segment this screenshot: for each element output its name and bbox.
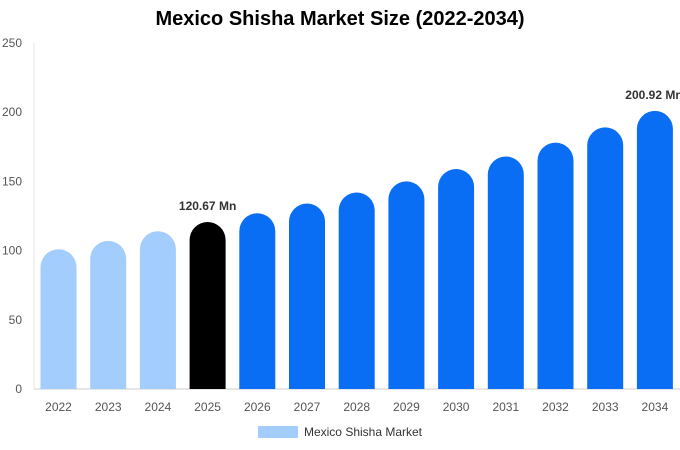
data-labels-group: 120.67 Mn 200.92 Mr [179,88,680,213]
x-tick-label: 2025 [194,400,221,414]
bar-2025[interactable] [189,221,226,389]
bar-2030[interactable] [438,168,475,389]
bar-2027[interactable] [289,203,325,389]
legend[interactable]: Mexico Shisha Market [0,425,680,439]
y-tick-label: 200 [2,105,22,119]
bar-2022[interactable] [40,249,77,389]
x-tick-label: 2026 [244,400,271,414]
bar-2034[interactable] [636,110,673,390]
x-tick-label: 2029 [393,400,420,414]
bar-2029[interactable] [388,181,425,389]
x-tick-label: 2032 [542,400,569,414]
x-tick-label: 2033 [592,400,619,414]
chart-title: Mexico Shisha Market Size (2022-2034) [155,8,525,30]
x-tick-label: 2030 [443,400,470,414]
bar-2031[interactable] [487,156,524,389]
y-tick-label: 150 [2,174,22,188]
y-tick-label: 250 [2,36,22,50]
x-tick-label: 2022 [45,400,72,414]
x-tick-label: 2023 [95,400,122,414]
legend-label: Mexico Shisha Market [303,425,423,439]
y-axis: 0 50 100 150 200 250 [2,36,35,396]
x-tick-label: 2027 [294,400,321,414]
x-tick-label: 2028 [343,400,370,414]
x-axis: 2022 2023 2024 2025 2026 2027 2028 2029 2030 2031… [34,388,680,414]
bar-2028[interactable] [338,192,375,389]
data-label: 120.67 Mn [179,199,236,213]
x-tick-label: 2024 [145,400,172,414]
bar-2024[interactable] [139,231,176,389]
y-tick-label: 100 [2,244,22,258]
bar-2033[interactable] [587,127,624,389]
bar-2032[interactable] [537,142,574,389]
x-tick-label: 2031 [492,400,519,414]
legend-swatch [257,426,298,438]
x-tick-label: 2034 [642,400,669,414]
y-tick-label: 0 [15,382,22,396]
bar-2023[interactable] [90,240,127,389]
bars-group [40,110,673,390]
y-tick-label: 50 [9,313,23,327]
data-label: 200.92 Mr [625,88,680,102]
bar-2026[interactable] [239,213,276,389]
